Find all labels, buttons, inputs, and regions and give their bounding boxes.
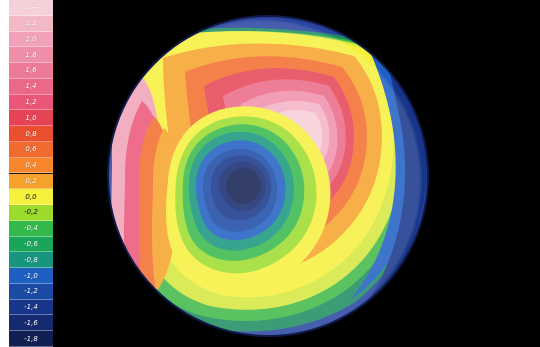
legend-item: 2,4: [9, 0, 53, 16]
legend-item: 1,8: [9, 47, 53, 64]
surface-shading: [108, 20, 421, 336]
legend-item: 2,0: [9, 31, 53, 48]
legend-item: 1,6: [9, 63, 53, 79]
disc-outline: [107, 15, 429, 337]
legend-item: -1,8: [9, 331, 53, 347]
legend-item: 0,2: [9, 173, 53, 190]
legend-item: -0,2: [9, 205, 53, 221]
legend-item: 0,4: [9, 157, 53, 174]
legend-item: -1,4: [9, 299, 53, 316]
legend-item: 1,2: [9, 94, 53, 111]
legend-item: 0,6: [9, 141, 53, 158]
legend-item: -0,6: [9, 236, 53, 253]
legend-item: 0,0: [9, 189, 53, 206]
legend-item: 1,0: [9, 110, 53, 127]
legend-item: 2,2: [9, 15, 53, 32]
legend-item: -1,2: [9, 283, 53, 300]
legend-item: -1,6: [9, 315, 53, 332]
legend-item: -0,4: [9, 220, 53, 237]
color-scale-legend: 2,4 2,2 2,0 1,8 1,6 1,4 1,2 1,0 0,8 0,6 0,4 0,2 0,0-…: [9, 0, 53, 347]
legend-item: 1,4: [9, 78, 53, 95]
surface-map-svg: [107, 15, 429, 337]
legend-item: -1,0: [9, 268, 53, 284]
legend-item: -0,8: [9, 252, 53, 269]
surface-map-viewport: [53, 0, 540, 347]
legend-item: 0,8: [9, 126, 53, 142]
outer-dark-blue-band: [357, 40, 427, 316]
